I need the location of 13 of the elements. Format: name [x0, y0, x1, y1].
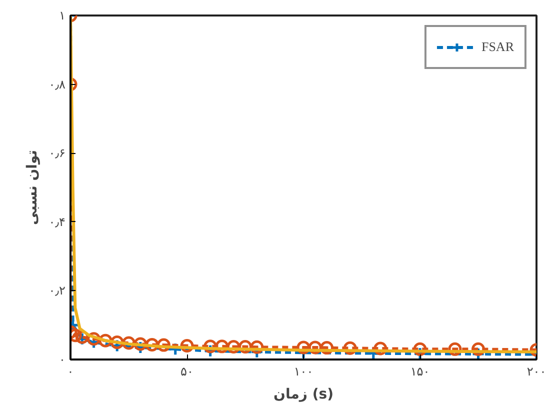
x-tick-label: ۱۵۰: [410, 364, 430, 378]
x-tick-label: ۱۰۰: [294, 364, 314, 378]
legend-label: FSAR: [481, 39, 514, 55]
x-axis-title: زمان (s): [274, 386, 334, 402]
y-tick-label: ۰٫۴: [48, 214, 66, 229]
x-tick-label: ۵۰: [180, 364, 194, 378]
y-tick-label: ۱: [59, 8, 66, 22]
y-tick-label: ۰٫۸: [48, 77, 66, 92]
y-tick-label: ۰: [59, 352, 66, 366]
y-tick-label: ۰٫۲: [48, 284, 66, 298]
x-tick-label: ۲۰۰: [526, 364, 546, 378]
y-tick-label: ۰٫۶: [48, 146, 66, 160]
y-axis-title: توان نسبی: [24, 150, 41, 226]
